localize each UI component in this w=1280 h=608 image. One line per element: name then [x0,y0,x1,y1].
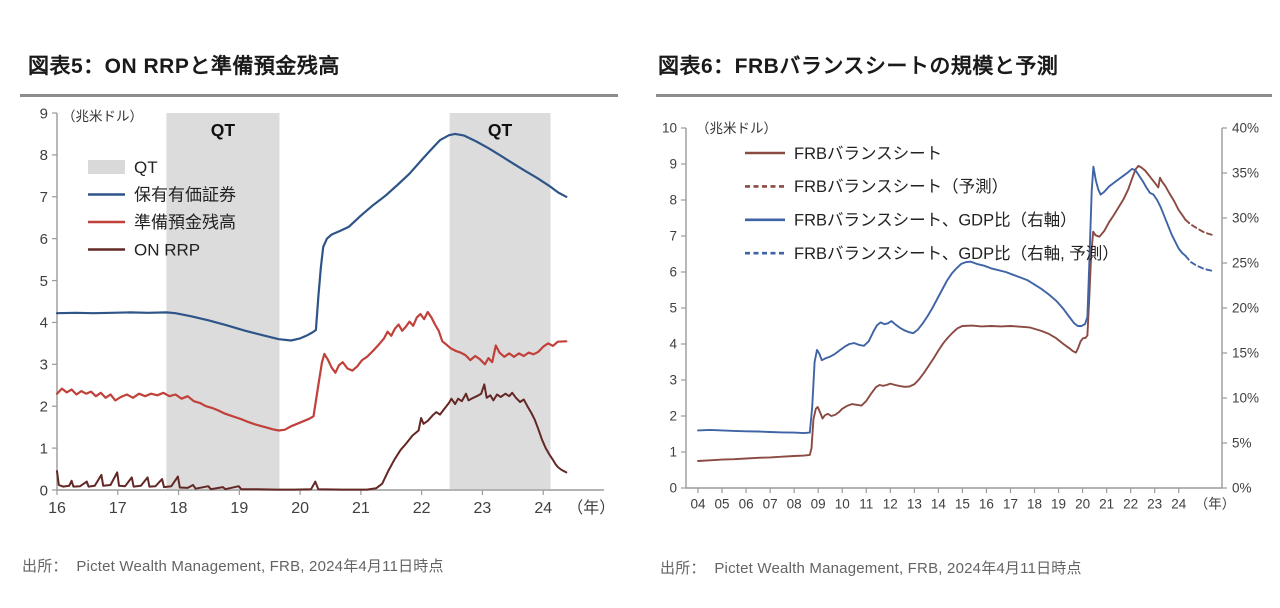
y2-axis-tick-label: 20% [1232,301,1259,316]
y-axis-tick-label: 2 [669,409,677,424]
legend-item: 準備預金残高 [88,213,236,232]
y2-axis-tick-label: 40% [1232,121,1259,136]
y-axis-tick-label: 4 [40,315,48,332]
x-axis-tick-label: 19 [230,500,248,517]
y-axis-tick-label: 6 [669,265,677,280]
x-axis-tick-label: 20 [291,500,309,517]
y2-axis-tick-label: 10% [1232,391,1259,406]
y-axis-unit-label: （兆米ドル） [62,109,143,124]
y-axis-tick-label: 10 [662,121,677,136]
y2-axis-tick-label: 5% [1232,436,1252,451]
y2-axis-tick-label: 15% [1232,346,1259,361]
figure5-title: 図表5：ON RRPと準備預金残高 [28,55,340,78]
legend-item: 保有有価証券 [88,185,236,204]
x-axis-unit-label: （年） [1195,497,1236,512]
legend-label: QT [134,158,158,177]
legend-item: FRBバランスシート（予測） [745,177,1008,196]
y-axis-tick-label: 6 [40,231,48,248]
x-axis-tick-label: 16 [979,497,994,512]
y-axis-tick-label: 8 [40,147,48,164]
figure6-source: 出所： Pictet Wealth Management, FRB, 2024年… [660,560,1082,577]
x-axis-tick-label: 17 [1003,497,1018,512]
y-axis-tick-label: 5 [40,273,48,290]
legend-label: FRBバランスシート、GDP比（右軸, 予測） [794,244,1119,263]
series-line [55,310,568,432]
series-line [697,165,1187,435]
x-axis-tick-label: 22 [413,500,431,517]
y-axis-unit-label: （兆米ドル） [696,121,777,136]
x-axis-tick-label: 19 [1051,497,1066,512]
y-axis-tick-label: 9 [669,157,677,172]
series-line [1184,218,1215,237]
y-axis-tick-label: 3 [40,357,48,374]
x-axis-tick-label: 13 [907,497,922,512]
legend-item: QT [88,158,158,177]
x-axis-tick-label: 21 [1099,497,1114,512]
x-axis-tick-label: 11 [859,497,873,512]
figure5-source: 出所： Pictet Wealth Management, FRB, 2024年… [22,558,444,575]
y-axis-tick-label: 8 [669,193,677,208]
x-axis-tick-label: 09 [811,497,826,512]
x-axis-tick-label: 24 [1171,497,1187,512]
y2-axis-tick-label: 30% [1232,211,1259,226]
y-axis-tick-label: 0 [669,481,677,496]
series-line [697,164,1187,462]
legend-item: FRBバランスシート [745,145,942,163]
y-axis-tick-label: 0 [40,482,48,499]
x-axis-tick-label: 06 [739,497,754,512]
legend-item: FRBバランスシート、GDP比（右軸） [745,211,1077,230]
x-axis-tick-label: 15 [955,497,970,512]
y-axis-tick-label: 1 [669,445,677,460]
x-axis-unit-label: （年） [567,499,615,517]
x-axis-tick-label: 22 [1123,497,1138,512]
x-axis-tick-label: 08 [787,497,802,512]
series-line [55,132,568,342]
series-line [1184,254,1215,273]
y-axis-tick-label: 9 [40,105,48,122]
qt-region-label: QT [211,120,236,140]
legend-label: FRBバランスシート [794,145,942,163]
figure6-title-divider [656,94,1272,97]
x-axis-tick-label: 18 [1027,497,1042,512]
legend-label: 準備預金残高 [134,213,236,232]
x-axis-tick-label: 23 [1147,497,1162,512]
y2-axis-tick-label: 0% [1232,481,1252,496]
x-axis-tick-label: 21 [352,500,370,517]
x-axis-tick-label: 18 [170,500,188,517]
y2-axis-tick-label: 35% [1232,166,1259,181]
x-axis-tick-label: 24 [534,500,552,517]
x-axis-tick-label: 14 [931,497,947,512]
y-axis-tick-label: 2 [40,398,48,415]
legend-item: ON RRP [88,240,200,259]
series-line [56,383,568,491]
qt-region-label: QT [488,120,513,140]
x-axis-tick-label: 10 [835,497,850,512]
legend-item: FRBバランスシート、GDP比（右軸, 予測） [745,244,1119,263]
x-axis-tick-label: 12 [883,497,898,512]
y-axis-tick-label: 7 [669,229,677,244]
y-axis-tick-label: 1 [40,440,48,457]
legend-label: FRBバランスシート（予測） [794,177,1008,196]
legend-label: ON RRP [134,240,200,259]
y2-axis-tick-label: 25% [1232,256,1259,271]
y-axis-tick-label: 3 [669,373,677,388]
x-axis-tick-label: 05 [715,497,730,512]
y-axis-tick-label: 5 [669,301,677,316]
x-axis-tick-label: 04 [691,497,707,512]
x-axis-tick-label: 23 [474,500,492,517]
legend-area-swatch [88,160,125,174]
x-axis-tick-label: 17 [109,500,127,517]
x-axis-tick-label: 20 [1075,497,1090,512]
figure6-title: 図表6：FRBバランスシートの規模と予測 [658,55,1059,78]
legend-label: 保有有価証券 [134,185,236,204]
x-axis-tick-label: 16 [48,500,66,517]
y-axis-tick-label: 4 [669,337,677,352]
figure5-title-divider [20,94,618,97]
y-axis-tick-label: 7 [40,189,48,206]
legend-label: FRBバランスシート、GDP比（右軸） [794,211,1077,230]
x-axis-tick-label: 07 [763,497,778,512]
